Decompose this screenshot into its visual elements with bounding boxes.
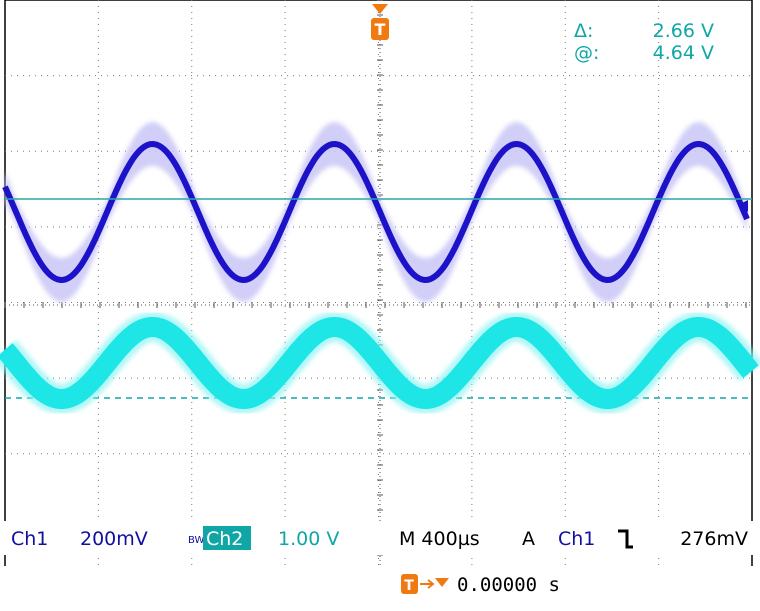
delta-value: 2.66 V (653, 20, 714, 42)
at-value: 4.64 V (653, 42, 714, 64)
timebase[interactable]: M 400µs (399, 528, 480, 550)
ch1-waveform (2, 141, 750, 283)
trigger-marker[interactable]: T (371, 4, 389, 40)
trigger-source[interactable]: Ch1 (558, 528, 595, 550)
delta-label: Δ: (574, 20, 593, 42)
trigger-position-readout: T 0.00000 s (0, 566, 760, 606)
ch2-waveform (0, 317, 759, 409)
ch2-scale[interactable]: 1.00 V (278, 528, 339, 550)
trigger-position-icon-glyph: T (404, 578, 414, 594)
graticule (4, 0, 753, 606)
trigger-arrow-icon (372, 4, 388, 14)
ch1-label[interactable]: Ch1 (11, 528, 48, 550)
trigger-T-icon (371, 18, 389, 40)
falling-edge-icon (618, 529, 633, 549)
at-label: @: (574, 42, 599, 64)
trigger-position-icon (401, 574, 418, 594)
bottom-bar-bg (0, 566, 760, 606)
ch1-noise-envelope (5, 122, 747, 302)
ch1-scale[interactable]: 200mV (80, 528, 148, 550)
ch1-level-marker-icon (738, 200, 748, 212)
trigger-position-value[interactable]: 0.00000 s (457, 574, 560, 596)
trigger-marker-glyph: T (375, 20, 386, 39)
status-bar: Ch1 200mV BW Ch2 1.00 V M 400µs A Ch1 27… (0, 521, 760, 555)
trigger-down-arrow-icon (435, 578, 449, 587)
trigger-mode[interactable]: A (522, 528, 535, 550)
ch2-label[interactable]: Ch2 (206, 528, 243, 550)
cursor-readout: Δ: 2.66 V @: 4.64 V (574, 20, 714, 64)
bandwidth-limit-icon: BW (188, 535, 205, 546)
ch2-label-bg (203, 526, 251, 550)
status-bar-bg (0, 521, 760, 555)
trigger-position-arrow-icon (420, 579, 435, 589)
trigger-level[interactable]: 276mV (680, 528, 748, 550)
